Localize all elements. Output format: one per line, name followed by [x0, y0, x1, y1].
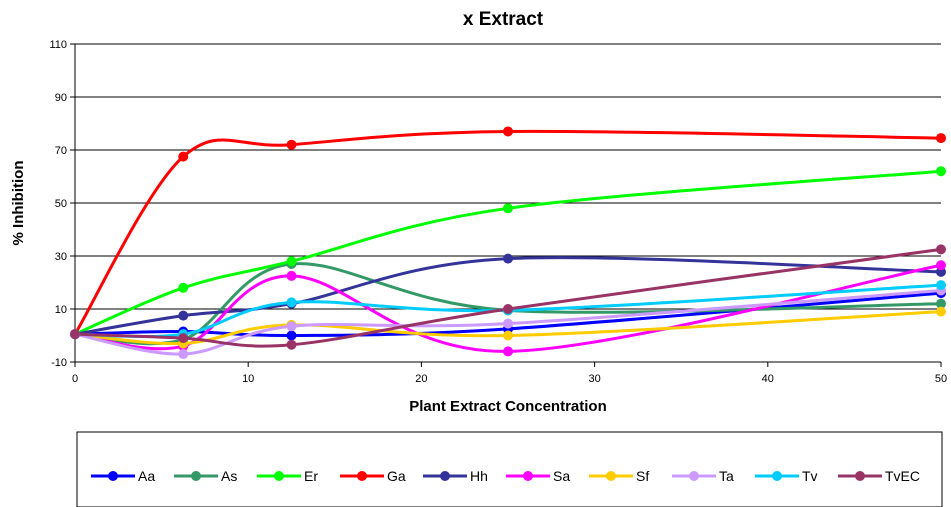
series-markers [70, 126, 946, 360]
x-tick-label: 20 [415, 373, 427, 385]
series-line-hh [73, 256, 943, 336]
chart-title: x Extract [463, 9, 544, 30]
data-point-ga [286, 139, 297, 150]
data-point-ta [178, 349, 189, 360]
series-line-er [73, 169, 943, 336]
data-point-er [286, 256, 297, 267]
series-line-ga [73, 129, 943, 336]
data-point-er [936, 166, 946, 177]
legend-marker-hh [440, 471, 450, 481]
legend-marker-er [274, 471, 284, 481]
x-tick-label: 40 [762, 373, 774, 385]
data-point-sf [936, 306, 946, 317]
data-point-tvec [70, 329, 80, 340]
data-point-er [178, 282, 189, 293]
y-tick-label: 90 [55, 92, 67, 104]
data-point-ga [178, 151, 189, 162]
legend-label-ga: Ga [387, 468, 406, 484]
data-point-aa [286, 330, 297, 341]
x-tick-label: 30 [588, 373, 600, 385]
legend-label-tv: Tv [802, 468, 818, 484]
data-point-hh [178, 310, 189, 321]
y-tick-label: 50 [55, 198, 67, 210]
data-point-er [503, 203, 513, 214]
y-tick-label: 10 [55, 304, 67, 316]
data-point-tvec [286, 339, 297, 350]
legend-marker-tvec [855, 471, 865, 481]
legend-marker-ga [357, 471, 367, 481]
data-point-ga [936, 133, 946, 144]
series-line-tv [73, 283, 943, 339]
y-tick-labels: -10 10 30 50 70 90 110 [49, 39, 67, 369]
legend-marker-tv [772, 471, 782, 481]
data-point-tvec [503, 304, 513, 314]
data-point-sa [286, 270, 297, 281]
legend-box [76, 431, 943, 507]
series-line-ta [73, 288, 943, 356]
data-point-ta [503, 318, 513, 329]
data-point-tv [286, 297, 297, 308]
data-point-sf [503, 330, 513, 341]
legend-marker-as [191, 471, 201, 481]
legend-label-tvec: TvEC [885, 468, 920, 484]
y-axis-title: % Inhibition [10, 161, 27, 246]
legend-label-er: Er [304, 468, 318, 484]
data-point-hh [503, 253, 513, 264]
x-tick-labels: 0 10 20 30 40 50 [72, 373, 947, 385]
legend-label-ta: Ta [719, 468, 734, 484]
data-point-sa [503, 346, 513, 357]
x-tick-label: 50 [935, 373, 947, 385]
legend-label-hh: Hh [470, 468, 488, 484]
data-point-ta [286, 321, 297, 332]
legend-marker-sa [523, 471, 533, 481]
y-tick-label: -10 [51, 357, 67, 369]
legend-label-sa: Sa [553, 468, 570, 484]
series-line-sf [73, 310, 943, 346]
y-tick-label: 110 [49, 39, 67, 51]
legend-label-as: As [221, 468, 237, 484]
x-tick-label: 10 [242, 373, 254, 385]
data-point-tvec [936, 244, 946, 255]
series-line-as [73, 262, 943, 346]
axes [70, 43, 942, 367]
data-point-as [936, 298, 946, 309]
y-tick-label: 30 [55, 251, 67, 263]
x-axis-title: Plant Extract Concentration [409, 398, 607, 415]
legend-marker-sf [606, 471, 616, 481]
x-tick-label: 0 [72, 373, 78, 385]
data-point-ga [503, 126, 513, 137]
gridlines [75, 43, 941, 310]
data-point-sa [936, 260, 946, 271]
legend-marker-aa [108, 471, 118, 481]
legend: Aa As Er Ga Hh Sa Sf Ta Tv TvEC [91, 468, 920, 484]
series-line-tvec [73, 247, 943, 348]
data-point-tv [936, 280, 946, 291]
data-point-tvec [178, 333, 189, 344]
legend-label-sf: Sf [636, 468, 649, 484]
legend-label-aa: Aa [138, 468, 155, 484]
legend-marker-ta [689, 471, 699, 481]
y-tick-label: 70 [55, 145, 67, 157]
